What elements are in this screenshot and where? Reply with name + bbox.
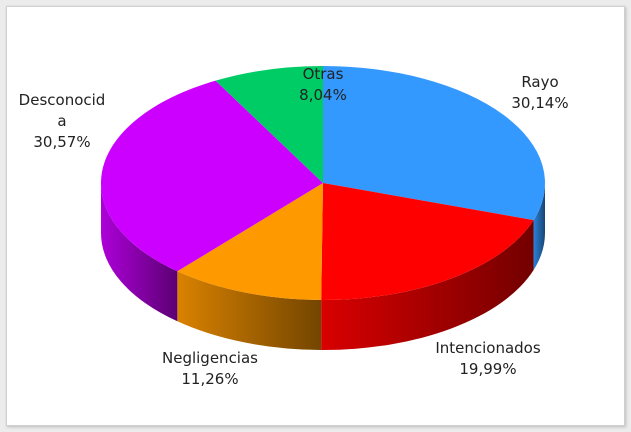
slice-label: Intencionados 19,99% <box>433 338 543 380</box>
value-label: 30,14% <box>511 94 569 112</box>
value-label: 19,99% <box>459 360 517 378</box>
category-label: Desconocida <box>18 91 106 130</box>
slice <box>100 80 323 272</box>
slice-label: Otras 8,04% <box>278 64 368 106</box>
slice <box>215 66 323 183</box>
category-label: Intencionados <box>435 339 541 357</box>
slice-side <box>177 271 322 350</box>
slice-label: Negligencias 11,26% <box>155 348 265 390</box>
category-label: Negligencias <box>162 349 258 367</box>
value-label: 11,26% <box>181 370 239 388</box>
slice-label: Rayo 30,14% <box>495 72 585 114</box>
slice-label: Desconocida 30,57% <box>17 90 107 153</box>
slice <box>177 183 323 300</box>
slice-side <box>321 220 534 350</box>
slice-side <box>533 183 545 271</box>
category-label: Otras <box>302 65 344 83</box>
value-label: 8,04% <box>299 86 347 104</box>
slice-side <box>101 183 178 322</box>
slice <box>323 66 545 221</box>
slice <box>321 183 534 300</box>
category-label: Rayo <box>521 73 559 91</box>
value-label: 30,57% <box>33 133 91 151</box>
